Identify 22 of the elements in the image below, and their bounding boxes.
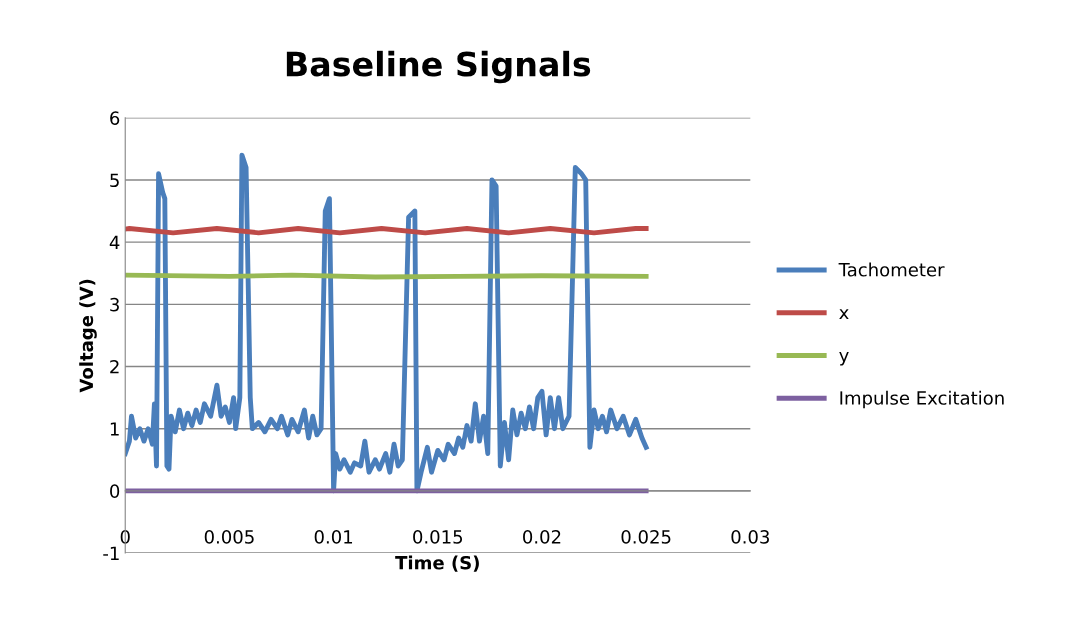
legend-label: Tachometer <box>838 262 945 277</box>
legend-label: Impulse Excitation <box>840 390 1004 409</box>
y-tick-label: 3 <box>110 297 119 312</box>
x-tick-label: 0.015 <box>413 530 463 544</box>
y-axis-title: Voltage (V) <box>79 279 97 393</box>
chart-title: Baseline Signals <box>286 50 591 84</box>
y-tick-label: 4 <box>109 235 120 250</box>
x-tick-label: 0.01 <box>314 530 353 544</box>
y-tick-label: 5 <box>110 173 119 188</box>
x-axis-title: Time (S) <box>395 555 479 572</box>
y-tick-label: 0 <box>110 484 120 498</box>
legend-label: y <box>839 351 849 366</box>
y-tick-label: 2 <box>110 359 119 374</box>
y-tick-label: 1 <box>110 422 119 436</box>
x-tick-label: 0.02 <box>523 530 561 544</box>
x-tick-label: 0 <box>120 530 130 544</box>
x-tick-label: 0.03 <box>731 530 769 544</box>
x-tick-label: 0.005 <box>204 530 254 544</box>
y-tick-label: -1 <box>103 546 119 560</box>
legend-label: x <box>839 309 849 320</box>
x-tick-label: 0.025 <box>621 530 671 544</box>
y-tick-label: 6 <box>110 111 120 125</box>
